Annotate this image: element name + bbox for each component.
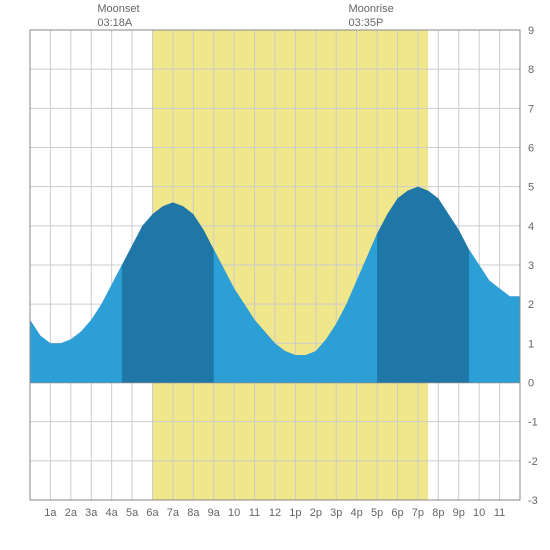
svg-text:9: 9 [528, 25, 534, 37]
tide-chart: -3-2-101234567891a2a3a4a5a6a7a8a9a101112… [0, 0, 550, 550]
svg-text:10: 10 [473, 507, 485, 519]
svg-text:3: 3 [528, 260, 534, 272]
svg-text:8: 8 [528, 64, 534, 76]
svg-text:4p: 4p [351, 507, 363, 519]
svg-text:11: 11 [494, 507, 505, 519]
svg-text:2: 2 [528, 299, 534, 311]
moonset-annotation: Moonset 03:18A [97, 2, 139, 31]
svg-text:1: 1 [528, 338, 534, 350]
svg-text:-2: -2 [528, 456, 538, 468]
svg-text:6p: 6p [391, 507, 403, 519]
svg-text:4: 4 [528, 221, 534, 233]
moonset-title: Moonset [97, 2, 139, 16]
svg-text:9p: 9p [453, 507, 465, 519]
svg-text:11: 11 [249, 507, 260, 519]
svg-text:1a: 1a [44, 507, 57, 519]
moonrise-title: Moonrise [349, 2, 394, 16]
svg-text:5: 5 [528, 182, 534, 194]
moonrise-time: 03:35P [349, 16, 394, 30]
svg-text:6a: 6a [146, 507, 159, 519]
svg-text:2a: 2a [65, 507, 78, 519]
svg-text:-3: -3 [528, 495, 538, 507]
svg-text:9a: 9a [208, 507, 221, 519]
chart-svg: -3-2-101234567891a2a3a4a5a6a7a8a9a101112… [0, 0, 550, 550]
svg-text:8p: 8p [432, 507, 444, 519]
moonrise-annotation: Moonrise 03:35P [349, 2, 394, 31]
moonset-time: 03:18A [97, 16, 139, 30]
svg-text:10: 10 [228, 507, 240, 519]
svg-text:5a: 5a [126, 507, 139, 519]
svg-text:-1: -1 [528, 417, 538, 429]
svg-text:12: 12 [269, 507, 281, 519]
svg-text:4a: 4a [106, 507, 119, 519]
svg-text:3a: 3a [85, 507, 98, 519]
svg-text:3p: 3p [330, 507, 342, 519]
svg-text:7: 7 [528, 103, 534, 115]
svg-text:1p: 1p [289, 507, 301, 519]
svg-text:7p: 7p [412, 507, 424, 519]
svg-text:7a: 7a [167, 507, 180, 519]
svg-text:2p: 2p [310, 507, 322, 519]
svg-text:5p: 5p [371, 507, 383, 519]
svg-text:6: 6 [528, 143, 534, 155]
svg-text:0: 0 [528, 378, 534, 390]
svg-text:8a: 8a [187, 507, 200, 519]
